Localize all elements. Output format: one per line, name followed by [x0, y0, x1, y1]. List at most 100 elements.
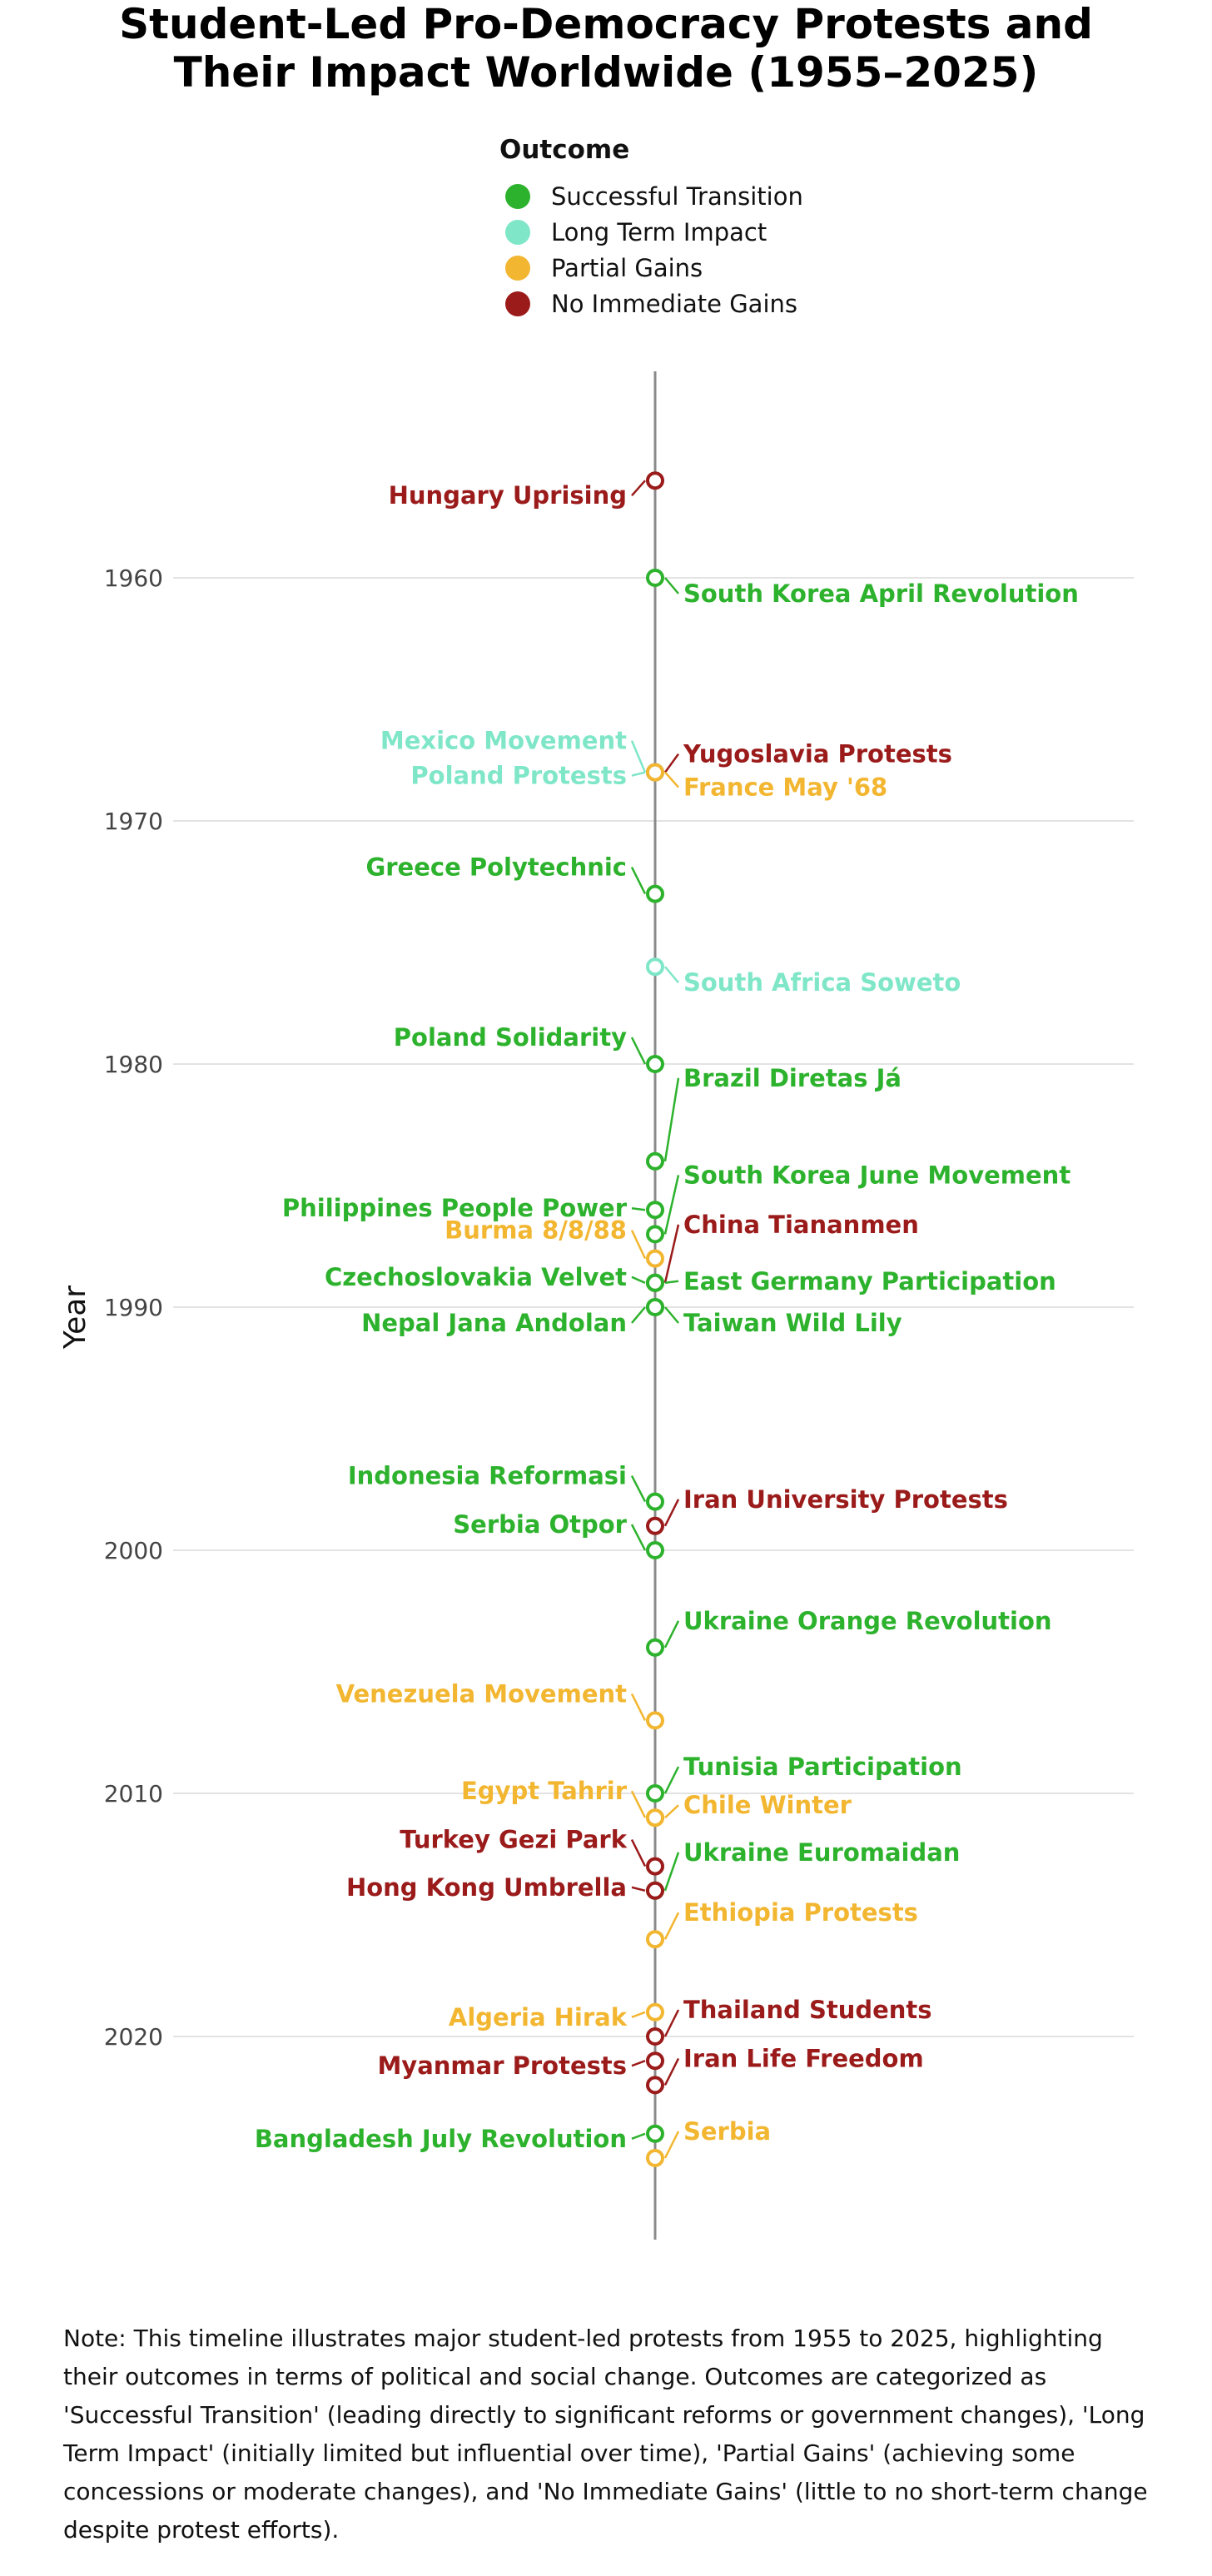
label-iran-life-freedom: Iran Life Freedom	[683, 2044, 924, 2072]
label-hong-kong-umbrella: Hong Kong Umbrella	[346, 1873, 627, 1902]
label-serbia: Serbia	[683, 2117, 771, 2146]
connector-nepal-jana-andolan	[631, 1306, 646, 1324]
y-tick-label-2010: 2010	[104, 1780, 163, 1808]
connector-hungary-uprising	[631, 480, 646, 497]
legend-title: Outcome	[499, 135, 629, 165]
point-hong-kong-umbrella	[646, 1881, 664, 1900]
label-iran-university-protests: Iran University Protests	[683, 1485, 1008, 1514]
legend: Outcome Successful Transition Long Term I…	[499, 135, 803, 318]
connector-iran-university-protests	[663, 1499, 680, 1527]
connector-brazil-diretas-ja	[663, 1077, 680, 1161]
point-ethiopia-protests	[646, 1930, 664, 1949]
connector-chile-winter	[664, 1804, 679, 1819]
label-ukraine-euromaidan: Ukraine Euromaidan	[683, 1838, 960, 1867]
point-south-korea-june-movement	[646, 1225, 664, 1244]
label-hungary-uprising: Hungary Uprising	[389, 481, 627, 510]
legend-label-partial-gains: Partial Gains	[551, 254, 703, 282]
point-ukraine-orange-revolution	[646, 1638, 664, 1657]
point-tunisia-participation	[646, 1784, 664, 1803]
y-tick-label-1970: 1970	[104, 808, 163, 835]
connector-serbia-otpor	[630, 1524, 647, 1551]
point-iran-life-freedom	[646, 2076, 664, 2095]
label-poland-solidarity: Poland Solidarity	[394, 1023, 627, 1052]
y-tick-label-1990: 1990	[104, 1294, 163, 1321]
label-tunisia-participation: Tunisia Participation	[683, 1753, 962, 1781]
label-burma-8-8-88: Burma 8/8/88	[445, 1216, 627, 1245]
label-greece-polytechnic: Greece Polytechnic	[365, 853, 627, 882]
legend-label-successful-transition: Successful Transition	[551, 182, 803, 211]
connector-south-africa-soweto	[664, 966, 679, 984]
point-iran-university-protests	[646, 1516, 664, 1535]
label-china-tiananmen: China Tiananmen	[683, 1211, 919, 1239]
point-thailand-students	[646, 2027, 664, 2046]
label-serbia-otpor: Serbia Otpor	[453, 1510, 627, 1539]
connector-taiwan-wild-lily	[664, 1306, 679, 1324]
point-bangladesh-july-revolution	[646, 2124, 664, 2143]
connector-ethiopia-protests	[663, 1912, 680, 1940]
legend-swatch-long-term-impact	[505, 220, 530, 245]
label-ethiopia-protests: Ethiopia Protests	[683, 1898, 918, 1927]
label-france-may-68: France May '68	[683, 773, 887, 802]
connector-mexico-movement	[630, 740, 647, 773]
connector-philippines-people-power	[631, 1206, 646, 1211]
connector-poland-protests	[631, 771, 646, 777]
label-algeria-hirak: Algeria Hirak	[449, 2003, 628, 2031]
label-south-africa-soweto: South Africa Soweto	[683, 968, 961, 997]
connector-south-korea-april-revolution	[664, 577, 679, 594]
connector-hong-kong-umbrella	[631, 1886, 646, 1892]
y-tick-label-2020: 2020	[104, 2023, 163, 2051]
legend-swatch-no-immediate-gains	[505, 291, 530, 316]
point-poland-solidarity	[646, 1055, 664, 1073]
connector-bangladesh-july-revolution	[631, 2132, 646, 2140]
connector-tunisia-participation	[663, 1766, 680, 1794]
connector-ukraine-orange-revolution	[663, 1620, 680, 1649]
connector-china-tiananmen	[663, 1224, 680, 1284]
connector-thailand-students	[663, 2009, 680, 2037]
point-indonesia-reformasi	[646, 1492, 664, 1511]
legend-label-long-term-impact: Long Term Impact	[551, 218, 767, 246]
connector-indonesia-reformasi	[630, 1475, 647, 1503]
label-taiwan-wild-lily: Taiwan Wild Lily	[683, 1309, 902, 1337]
label-thailand-students: Thailand Students	[683, 1996, 932, 2024]
legend-label-no-immediate-gains: No Immediate Gains	[551, 290, 797, 318]
point-algeria-hirak	[646, 2002, 664, 2022]
point-south-africa-soweto	[646, 957, 664, 977]
y-tick-label-1960: 1960	[104, 564, 163, 592]
point-venezuela-movement	[646, 1711, 664, 1730]
y-axis-ticks: 1960 1970 1980 1990 2000 2010 2020	[104, 564, 163, 2051]
connector-myanmar-protests	[631, 2060, 646, 2067]
point-east-germany-participation	[646, 1273, 664, 1292]
event-marks: Hungary Uprising South Korea April Revolu…	[255, 471, 1079, 2167]
connector-venezuela-movement	[630, 1693, 647, 1721]
connector-algeria-hirak	[631, 2011, 646, 2018]
connector-burma-8-8-88	[630, 1230, 647, 1260]
footnote: Note: This timeline illustrates major st…	[63, 2325, 1148, 2544]
connector-poland-solidarity	[630, 1037, 647, 1065]
connector-ukraine-euromaidan	[663, 1852, 680, 1892]
connector-france-may-68	[664, 771, 679, 788]
point-serbia	[646, 2149, 664, 2167]
connector-greece-polytechnic	[630, 867, 647, 895]
connector-east-germany-participation	[664, 1280, 679, 1285]
point-burma-8-8-88	[646, 1249, 664, 1268]
legend-swatch-successful-transition	[505, 184, 530, 209]
point-serbia-otpor	[646, 1541, 664, 1559]
label-nepal-jana-andolan: Nepal Jana Andolan	[361, 1309, 627, 1337]
y-axis-title: Year	[58, 1286, 92, 1350]
connector-egypt-tahrir	[630, 1790, 647, 1818]
point-turkey-gezi-park	[646, 1857, 664, 1876]
point-france-may-68	[646, 763, 664, 782]
point-chile-winter	[646, 1808, 664, 1828]
chart-title: Student-Led Pro-Democracy Protests and T…	[0, 0, 1212, 97]
label-myanmar-protests: Myanmar Protests	[377, 2051, 627, 2080]
connector-serbia	[663, 2131, 680, 2159]
label-egypt-tahrir: Egypt Tahrir	[461, 1777, 628, 1805]
label-turkey-gezi-park: Turkey Gezi Park	[400, 1826, 627, 1854]
point-south-korea-april-revolution	[646, 569, 664, 587]
label-bangladesh-july-revolution: Bangladesh July Revolution	[255, 2125, 627, 2153]
legend-swatch-partial-gains	[505, 256, 530, 281]
label-brazil-diretas-ja: Brazil Diretas Já	[683, 1064, 902, 1092]
label-south-korea-june-movement: South Korea June Movement	[683, 1161, 1070, 1189]
connector-turkey-gezi-park	[630, 1839, 647, 1867]
point-myanmar-protests	[646, 2051, 664, 2071]
